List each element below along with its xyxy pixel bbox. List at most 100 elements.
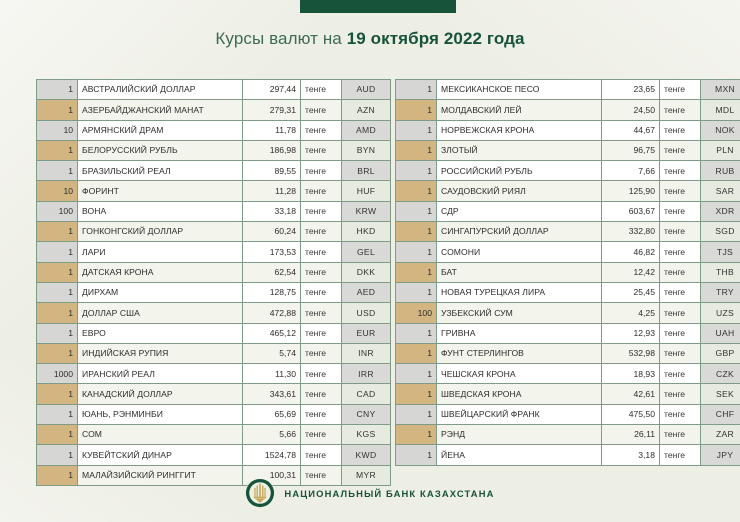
cell-currency-name: ЮАНЬ, РЭНМИНБИ <box>77 403 243 426</box>
cell-unit: тенге <box>300 342 342 365</box>
cell-unit: тенге <box>659 200 701 223</box>
cell-unit: тенге <box>300 99 342 121</box>
cell-currency-name: МОЛДАВСКИЙ ЛЕЙ <box>436 99 602 121</box>
cell-rate-value: 343,61 <box>242 383 301 405</box>
cell-rate-value: 23,65 <box>601 78 660 101</box>
cell-currency-name: ЕВРО <box>77 322 243 344</box>
cell-quantity: 1 <box>395 322 437 344</box>
cell-currency-code: NOK <box>700 119 740 141</box>
cell-currency-code: AMD <box>341 119 391 141</box>
cell-quantity: 1 <box>36 99 78 121</box>
cell-rate-value: 128,75 <box>242 281 301 304</box>
table-row: 1 ДИРХАМ 128,75 тенге AED <box>36 281 391 304</box>
cell-currency-code: INR <box>341 342 391 365</box>
cell-currency-code: DKK <box>341 261 391 283</box>
cell-currency-name: МАЛАЙЗИЙСКИЙ РИНГГИТ <box>77 464 243 486</box>
table-row: 1 ЛАРИ 173,53 тенге GEL <box>36 241 391 263</box>
table-row: 1 КАНАДСКИЙ ДОЛЛАР 343,61 тенге CAD <box>36 383 391 405</box>
table-row: 1 НОВАЯ ТУРЕЦКАЯ ЛИРА 25,45 тенге TRY <box>395 281 740 304</box>
cell-unit: тенге <box>659 139 701 162</box>
table-row: 1 ШВЕДСКАЯ КРОНА 42,61 тенге SEK <box>395 383 740 405</box>
cell-currency-code: AUD <box>341 78 391 101</box>
cell-quantity: 1 <box>395 221 437 243</box>
cell-unit: тенге <box>300 464 342 486</box>
cell-quantity: 1 <box>36 403 78 426</box>
cell-rate-value: 11,28 <box>242 180 301 202</box>
cell-quantity: 100 <box>395 302 437 324</box>
cell-unit: тенге <box>300 302 342 324</box>
cell-rate-value: 96,75 <box>601 139 660 162</box>
cell-rate-value: 18,93 <box>601 363 660 385</box>
national-bank-emblem-icon <box>245 478 275 508</box>
cell-unit: тенге <box>659 261 701 283</box>
cell-rate-value: 11,78 <box>242 119 301 141</box>
cell-rate-value: 60,24 <box>242 221 301 243</box>
cell-currency-name: ЛАРИ <box>77 241 243 263</box>
table-row: 1 ЧЕШСКАЯ КРОНА 18,93 тенге CZK <box>395 363 740 385</box>
table-row: 1 ЗЛОТЫЙ 96,75 тенге PLN <box>395 139 740 162</box>
cell-currency-name: ИНДИЙСКАЯ РУПИЯ <box>77 342 243 365</box>
cell-rate-value: 12,42 <box>601 261 660 283</box>
cell-quantity: 1 <box>395 200 437 223</box>
cell-quantity: 1 <box>36 241 78 263</box>
cell-unit: тенге <box>300 241 342 263</box>
cell-quantity: 1 <box>395 99 437 121</box>
cell-currency-code: CAD <box>341 383 391 405</box>
cell-unit: тенге <box>300 139 342 162</box>
cell-currency-code: MYR <box>341 464 391 486</box>
cell-currency-code: JPY <box>700 444 740 466</box>
cell-unit: тенге <box>659 403 701 426</box>
cell-rate-value: 11,30 <box>242 363 301 385</box>
cell-unit: тенге <box>300 322 342 344</box>
cell-unit: тенге <box>659 363 701 385</box>
table-row: 1 САУДОВСКИЙ РИЯЛ 125,90 тенге SAR <box>395 180 740 202</box>
table-body-right: 1 МЕКСИКАНСКОЕ ПЕСО 23,65 тенге MXN 1 МОЛДАВСК… <box>395 78 740 466</box>
cell-currency-name: МЕКСИКАНСКОЕ ПЕСО <box>436 78 602 101</box>
cell-quantity: 1 <box>395 241 437 263</box>
cell-quantity: 1 <box>395 180 437 202</box>
cell-quantity: 1 <box>395 78 437 101</box>
cell-currency-name: ДАТСКАЯ КРОНА <box>77 261 243 283</box>
cell-currency-name: РЭНД <box>436 424 602 446</box>
cell-quantity: 1 <box>36 302 78 324</box>
cell-quantity: 1 <box>36 160 78 182</box>
cell-unit: тенге <box>300 403 342 426</box>
cell-currency-code: CHF <box>700 403 740 426</box>
cell-currency-name: ВОНА <box>77 200 243 223</box>
cell-rate-value: 46,82 <box>601 241 660 263</box>
cell-currency-name: РОССИЙСКИЙ РУБЛЬ <box>436 160 602 182</box>
table-row: 10 ФОРИНТ 11,28 тенге HUF <box>36 180 391 202</box>
cell-currency-code: EUR <box>341 322 391 344</box>
table-row: 1 ДОЛЛАР США 472,88 тенге USD <box>36 302 391 324</box>
cell-currency-name: ФОРИНТ <box>77 180 243 202</box>
cell-quantity: 1 <box>36 78 78 101</box>
cell-currency-code: KRW <box>341 200 391 223</box>
cell-currency-name: ЙЕНА <box>436 444 602 466</box>
cell-currency-name: КАНАДСКИЙ ДОЛЛАР <box>77 383 243 405</box>
cell-rate-value: 25,45 <box>601 281 660 304</box>
cell-rate-value: 332,80 <box>601 221 660 243</box>
cell-rate-value: 1524,78 <box>242 444 301 466</box>
table-row: 10 АРМЯНСКИЙ ДРАМ 11,78 тенге AMD <box>36 119 391 141</box>
table-row: 1 ГОНКОНГСКИЙ ДОЛЛАР 60,24 тенге HKD <box>36 221 391 243</box>
cell-unit: тенге <box>659 78 701 101</box>
cell-currency-name: КУВЕЙТСКИЙ ДИНАР <box>77 444 243 466</box>
cell-currency-name: САУДОВСКИЙ РИЯЛ <box>436 180 602 202</box>
table-row: 1 ФУНТ СТЕРЛИНГОВ 532,98 тенге GBP <box>395 342 740 365</box>
cell-currency-code: MXN <box>700 78 740 101</box>
cell-rate-value: 472,88 <box>242 302 301 324</box>
cell-unit: тенге <box>659 281 701 304</box>
cell-unit: тенге <box>659 119 701 141</box>
cell-quantity: 10 <box>36 180 78 202</box>
cell-unit: тенге <box>659 160 701 182</box>
cell-quantity: 1 <box>36 342 78 365</box>
cell-currency-code: XDR <box>700 200 740 223</box>
cell-rate-value: 89,55 <box>242 160 301 182</box>
cell-quantity: 1 <box>395 342 437 365</box>
cell-currency-code: SAR <box>700 180 740 202</box>
cell-quantity: 1 <box>36 444 78 466</box>
cell-rate-value: 125,90 <box>601 180 660 202</box>
cell-currency-code: USD <box>341 302 391 324</box>
table-row: 1 ШВЕЙЦАРСКИЙ ФРАНК 475,50 тенге CHF <box>395 403 740 426</box>
cell-currency-code: RUB <box>700 160 740 182</box>
